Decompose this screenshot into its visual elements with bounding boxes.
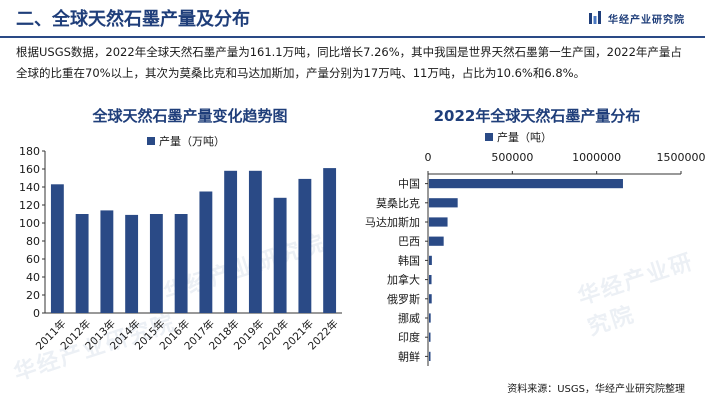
- bar: [174, 214, 188, 313]
- source-note: 资料来源：USGS，华经产业研究院整理: [507, 384, 685, 395]
- bar: [429, 198, 458, 208]
- bar: [429, 236, 444, 246]
- y-tick-label: 160: [19, 163, 40, 176]
- page-title: 二、全球天然石墨产量及分布: [16, 9, 250, 30]
- y-tick-label: 挪威: [398, 311, 420, 325]
- y-tick-label: 马达加斯加: [365, 216, 420, 229]
- bar: [199, 191, 213, 313]
- x-tick-label: 1500000: [657, 151, 705, 164]
- y-tick-label: 140: [19, 181, 40, 194]
- y-tick-label: 俄罗斯: [387, 293, 420, 306]
- y-tick-label: 中国: [398, 178, 420, 191]
- bar: [75, 214, 89, 313]
- bar: [429, 255, 432, 266]
- legend-swatch: [147, 137, 155, 145]
- y-tick-label: 100: [19, 217, 40, 230]
- bar: [125, 214, 139, 313]
- bar: [429, 351, 431, 362]
- left-chart-title: 全球天然石墨产量变化趋势图: [92, 107, 288, 125]
- intro-paragraph: 根据USGS数据，2022年全球天然石墨产量为161.1万吨，同比增长7.26%…: [16, 45, 682, 80]
- y-tick-label: 印度: [398, 330, 420, 344]
- logo-text: 华经产业研究院: [608, 14, 685, 26]
- bar: [429, 332, 431, 342]
- x-tick-label: 1000000: [572, 151, 621, 164]
- legend-label: 产量（吨）: [497, 130, 552, 144]
- bar: [429, 294, 432, 304]
- bar: [50, 184, 64, 313]
- bar: [248, 170, 262, 313]
- bar: [273, 197, 287, 313]
- y-tick-label: 180: [19, 145, 40, 158]
- y-tick-label: 40: [26, 271, 40, 284]
- y-tick-label: 朝鲜: [398, 349, 420, 363]
- bar: [298, 178, 312, 313]
- bar: [100, 210, 114, 313]
- y-tick-label: 韩国: [398, 253, 420, 267]
- page-header: 二、全球天然石墨产量及分布 华经产业研究院: [0, 0, 705, 38]
- x-tick-label: 0: [425, 151, 432, 164]
- brand-logo: 华经产业研究院: [588, 10, 685, 26]
- bar: [224, 170, 238, 313]
- y-tick-label: 巴西: [398, 235, 420, 248]
- legend-label: 产量（万吨）: [159, 134, 225, 148]
- bar: [149, 214, 163, 313]
- y-tick-label: 加拿大: [387, 273, 420, 287]
- y-tick-label: 0: [33, 307, 40, 320]
- y-tick-label: 80: [26, 235, 40, 248]
- y-tick-label: 120: [19, 199, 40, 212]
- y-tick-label: 20: [26, 289, 40, 302]
- bar: [429, 217, 448, 227]
- y-tick-label: 莫桑比克: [376, 197, 420, 210]
- bar: [429, 178, 623, 189]
- logo-bars-icon: [589, 11, 601, 24]
- legend-swatch: [485, 133, 493, 141]
- x-tick-label: 500000: [491, 151, 533, 164]
- bar: [323, 168, 337, 313]
- bar: [429, 274, 432, 285]
- right-chart-title: 2022年全球天然石墨产量分布: [433, 107, 641, 125]
- y-tick-label: 60: [26, 253, 40, 266]
- bar: [429, 313, 431, 323]
